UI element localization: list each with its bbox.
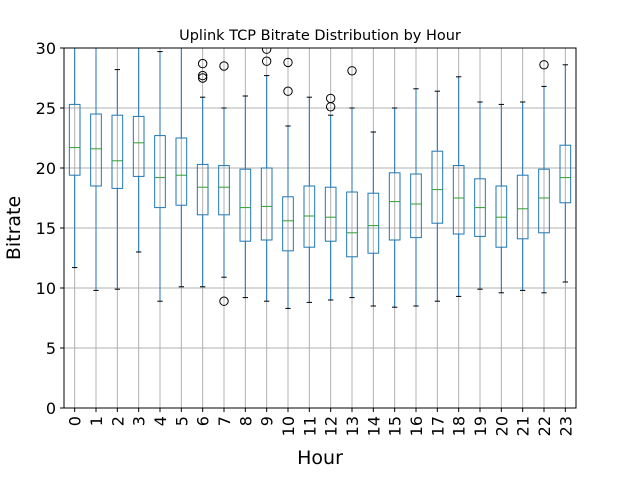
x-tick-label: 8: [236, 416, 255, 426]
x-tick-label: 18: [450, 416, 469, 436]
x-axis-ticks: 0 1 2 3 4 5 6 7 8 9 10 11 12 13 14 15 16 17 18 19 20 21 22 23: [66, 408, 575, 436]
outlier-point: [325, 93, 336, 104]
y-tick-label: 25: [36, 99, 56, 118]
box-hour-0: [68, 48, 81, 269]
box-hour-20: [495, 103, 508, 294]
iqr-box: [346, 191, 358, 258]
y-tick-label: 15: [36, 219, 56, 238]
box-hour-10: [282, 57, 294, 309]
x-tick-label: 15: [386, 416, 405, 436]
box-hour-2: [111, 69, 124, 290]
iqr-box: [388, 172, 401, 241]
iqr-box: [303, 185, 316, 248]
iqr-box: [111, 114, 124, 189]
box-hour-14: [367, 131, 380, 307]
box-hour-21: [516, 101, 529, 291]
iqr-box: [132, 115, 145, 177]
outlier-point: [261, 56, 272, 66]
x-axis-label: Hour: [297, 447, 343, 469]
y-tick-label: 20: [36, 159, 56, 178]
x-tick-label: 5: [172, 416, 191, 426]
iqr-box: [239, 168, 252, 242]
y-tick-label: 0: [46, 399, 56, 418]
x-tick-label: 9: [258, 416, 277, 426]
box-hour-16: [410, 88, 422, 307]
y-tick-label: 5: [46, 339, 56, 358]
box-hour-13: [346, 66, 358, 299]
x-tick-label: 19: [471, 416, 490, 436]
box-series: [68, 48, 572, 309]
box-hour-17: [431, 90, 444, 302]
box-hour-15: [388, 107, 401, 308]
box-hour-3: [132, 48, 145, 253]
iqr-box: [559, 144, 572, 204]
box-hour-19: [474, 101, 486, 290]
box-hour-7: [218, 61, 230, 306]
box-hour-6: [196, 58, 209, 288]
box-hour-1: [90, 48, 102, 291]
iqr-box: [495, 185, 508, 248]
box-hour-22: [538, 60, 550, 294]
iqr-box: [154, 135, 166, 209]
iqr-box: [324, 186, 337, 242]
outlier-point: [197, 73, 208, 83]
x-tick-label: 10: [279, 416, 298, 436]
iqr-box: [282, 196, 294, 252]
outlier-point: [219, 296, 229, 306]
x-tick-label: 17: [428, 416, 447, 436]
x-tick-label: 13: [343, 416, 362, 436]
x-tick-label: 11: [300, 416, 319, 436]
x-tick-label: 1: [87, 416, 106, 426]
iqr-box: [410, 173, 422, 239]
outlier-point: [197, 70, 208, 81]
iqr-box: [431, 150, 444, 224]
grid-lines: [64, 47, 576, 409]
iqr-box: [452, 165, 465, 235]
outlier-point: [539, 60, 549, 70]
chart-title: Uplink TCP Bitrate Distribution by Hour: [179, 28, 461, 44]
iqr-box: [175, 137, 188, 206]
outlier-point: [261, 48, 272, 54]
outlier-point: [283, 86, 293, 96]
box-hour-18: [452, 76, 465, 297]
x-tick-label: 2: [108, 416, 127, 426]
iqr-box: [68, 103, 81, 176]
box-hour-11: [303, 96, 316, 303]
iqr-box: [538, 168, 550, 234]
x-tick-label: 6: [194, 416, 213, 426]
y-axis-ticks: 0 5 10 15 20 25 30: [36, 39, 64, 418]
y-axis-label: Bitrate: [3, 196, 25, 260]
x-tick-label: 20: [492, 416, 511, 436]
x-tick-label: 7: [215, 416, 234, 426]
y-tick-label: 30: [36, 39, 56, 58]
iqr-box: [196, 163, 209, 216]
x-tick-label: 23: [556, 416, 575, 436]
iqr-box: [90, 113, 102, 187]
box-hour-12: [324, 93, 337, 301]
iqr-box: [218, 165, 230, 216]
iqr-box: [260, 167, 273, 241]
outlier-point: [219, 61, 229, 71]
iqr-box: [516, 174, 529, 240]
iqr-box: [367, 192, 380, 254]
outlier-point: [347, 66, 357, 76]
x-tick-label: 3: [130, 416, 149, 426]
x-tick-label: 12: [322, 416, 341, 436]
box-hour-23: [559, 64, 572, 283]
outlier-point: [197, 58, 208, 69]
x-tick-label: 0: [66, 416, 85, 426]
box-hour-8: [239, 95, 252, 299]
box-hour-5: [175, 48, 188, 288]
x-tick-label: 21: [514, 416, 533, 436]
x-tick-label: 22: [535, 416, 554, 436]
y-tick-label: 10: [36, 279, 56, 298]
x-tick-label: 14: [364, 416, 383, 436]
x-tick-label: 4: [151, 416, 170, 426]
x-tick-label: 16: [407, 416, 426, 436]
box-hour-4: [154, 51, 166, 302]
outlier-point: [283, 57, 293, 68]
box-hour-9: [260, 48, 273, 302]
